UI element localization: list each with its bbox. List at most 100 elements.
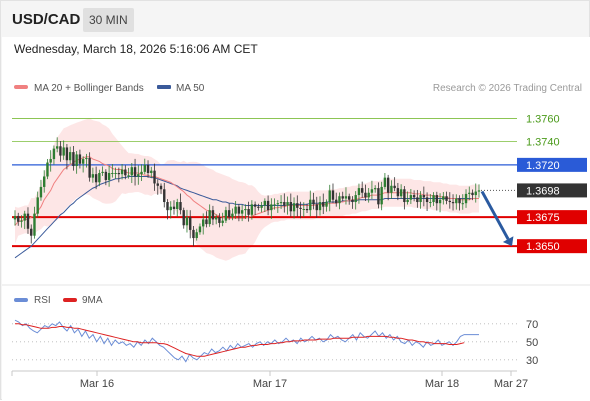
candle-body xyxy=(244,209,247,211)
x-tick-label: Mar 17 xyxy=(253,378,287,390)
candle-body xyxy=(412,195,416,198)
candle-body xyxy=(78,154,82,164)
candle-body xyxy=(117,173,121,175)
candle xyxy=(328,184,331,212)
candle xyxy=(429,194,432,208)
candle xyxy=(383,173,387,190)
candle-body xyxy=(205,219,208,225)
candle xyxy=(33,206,36,239)
candle-body xyxy=(276,203,280,205)
candle xyxy=(425,192,429,211)
candle xyxy=(406,191,409,205)
candle xyxy=(270,198,273,219)
candle xyxy=(20,215,23,228)
candle-body xyxy=(318,202,322,211)
candle xyxy=(390,180,393,199)
rsi-tick-70: 70 xyxy=(526,319,538,331)
candle xyxy=(331,183,335,204)
rsi-tick-30: 30 xyxy=(526,355,538,367)
candle-body xyxy=(380,186,383,205)
candle xyxy=(354,191,357,210)
candle xyxy=(36,191,39,218)
candle-body xyxy=(195,232,198,239)
candle-body xyxy=(396,188,400,197)
candle-body xyxy=(68,152,72,161)
candle xyxy=(273,198,276,210)
candle xyxy=(205,211,208,228)
candle xyxy=(150,166,153,179)
candle xyxy=(195,228,198,241)
candle xyxy=(335,192,338,207)
candle xyxy=(276,200,280,213)
candle-body xyxy=(120,169,124,175)
candle xyxy=(471,189,474,201)
candle xyxy=(442,191,445,205)
candle-body xyxy=(425,197,429,203)
candle xyxy=(146,160,150,178)
candle xyxy=(201,213,205,235)
candle-body xyxy=(36,197,39,214)
candle xyxy=(448,192,451,209)
candle-body xyxy=(253,204,257,207)
candle xyxy=(299,201,302,219)
rsi-grid: 70 50 30 xyxy=(12,319,538,367)
candle-body xyxy=(432,195,435,203)
candle-body xyxy=(419,195,422,203)
candle-body xyxy=(59,146,62,156)
bollinger-band xyxy=(15,118,479,261)
candle xyxy=(30,224,33,244)
candle xyxy=(140,164,143,181)
datetime-label: Wednesday, March 18, 2026 5:16:06 AM CET xyxy=(14,42,258,56)
candle xyxy=(153,163,156,191)
candle-body xyxy=(52,148,56,160)
candle-body xyxy=(338,196,341,204)
candle xyxy=(422,186,426,207)
candle-body xyxy=(98,173,101,183)
rsi-ma-line xyxy=(15,323,465,357)
level-label-1.3720: 1.3720 xyxy=(526,160,560,172)
candle xyxy=(124,165,127,180)
candle xyxy=(221,212,224,227)
candle xyxy=(185,209,189,233)
candle xyxy=(286,196,289,215)
candle-body xyxy=(127,175,130,177)
candle-body xyxy=(455,198,458,204)
candle-body xyxy=(299,207,302,209)
rsi-legend-label: RSI xyxy=(34,295,51,306)
candle xyxy=(85,153,88,168)
x-tick-label: Mar 18 xyxy=(425,378,459,390)
candle-body xyxy=(468,192,471,194)
ma20-legend-swatch xyxy=(14,85,28,89)
candle-body xyxy=(17,215,20,222)
candle xyxy=(474,183,477,203)
candle xyxy=(289,193,293,217)
candle-body xyxy=(23,213,26,221)
candle-body xyxy=(377,188,380,205)
candle xyxy=(23,210,26,230)
candle-body xyxy=(140,171,143,175)
candle-body xyxy=(283,202,286,206)
candle xyxy=(380,181,383,211)
candle xyxy=(318,196,322,216)
current-price-label: 1.3698 xyxy=(526,185,560,197)
candle xyxy=(68,146,72,165)
candle-body xyxy=(137,174,140,177)
candle xyxy=(250,200,254,220)
level-label-1.3675: 1.3675 xyxy=(526,212,560,224)
candle-body xyxy=(198,226,202,233)
candle xyxy=(263,198,267,213)
candle xyxy=(49,150,52,172)
candle-body xyxy=(438,199,442,204)
candle-body xyxy=(39,186,43,198)
candle xyxy=(72,145,75,171)
candle-body xyxy=(163,189,166,203)
candle-body xyxy=(445,196,448,201)
candle xyxy=(13,210,17,226)
candle-body xyxy=(153,170,156,184)
interval-button[interactable]: 30 MIN xyxy=(83,8,134,32)
candle-body xyxy=(302,209,305,210)
candle-body xyxy=(81,159,85,164)
candle xyxy=(163,182,166,208)
candle xyxy=(182,207,185,229)
